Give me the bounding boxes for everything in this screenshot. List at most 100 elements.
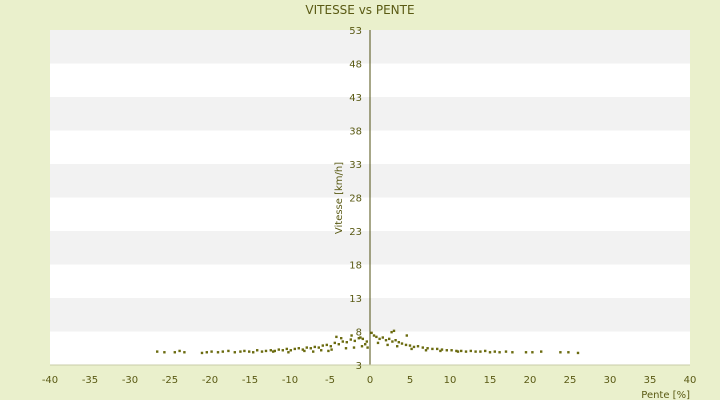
data-point xyxy=(233,351,236,354)
data-point xyxy=(221,350,224,353)
data-point xyxy=(498,351,501,354)
data-point xyxy=(293,347,296,351)
data-point xyxy=(455,349,458,353)
data-point xyxy=(388,337,391,341)
data-point xyxy=(210,350,213,353)
data-point xyxy=(375,335,378,339)
data-point xyxy=(301,348,304,351)
axes xyxy=(50,30,690,366)
data-point xyxy=(474,350,477,353)
data-point xyxy=(305,346,308,349)
data-point xyxy=(359,336,362,339)
x-tick-label: 5 xyxy=(407,375,413,386)
y-tick-label: 3 xyxy=(356,361,362,372)
data-point xyxy=(416,345,420,348)
data-point xyxy=(390,330,393,334)
data-point xyxy=(335,335,338,339)
data-point xyxy=(357,337,360,340)
data-point xyxy=(493,350,496,353)
data-point xyxy=(439,349,442,353)
x-tick-label: 15 xyxy=(484,375,497,386)
data-point xyxy=(386,343,389,347)
data-point xyxy=(378,337,381,341)
y-tick-label: 8 xyxy=(356,328,362,339)
data-point xyxy=(376,341,380,345)
y-tick-label: 28 xyxy=(349,194,362,205)
x-tick-label: 35 xyxy=(644,375,657,386)
data-point xyxy=(445,349,448,352)
data-point xyxy=(405,334,408,337)
data-point xyxy=(394,339,397,342)
data-point xyxy=(320,349,323,352)
data-point xyxy=(567,351,570,354)
data-point xyxy=(312,350,315,353)
y-tick-label: 43 xyxy=(349,93,362,104)
data-point xyxy=(273,349,276,353)
data-point xyxy=(366,346,369,349)
data-point xyxy=(484,349,487,353)
tick-labels: -40 -35 -30 -25 -20 -15 -10 -5 0 5 10 15 20 25 30 35 40 3… xyxy=(42,26,697,386)
data-point xyxy=(287,351,290,354)
data-point xyxy=(352,346,356,349)
data-point xyxy=(479,350,482,353)
data-point xyxy=(350,334,353,337)
data-point xyxy=(297,347,300,350)
x-tick-label: -35 xyxy=(82,375,98,386)
data-point xyxy=(345,341,348,344)
data-point xyxy=(410,347,413,351)
data-point xyxy=(277,348,280,351)
y-tick-label: 48 xyxy=(349,60,362,71)
data-point xyxy=(524,351,528,354)
data-point xyxy=(227,349,230,353)
data-point xyxy=(337,343,340,346)
data-point xyxy=(156,350,159,353)
x-tick-label: -40 xyxy=(42,375,58,386)
data-point xyxy=(408,344,412,347)
data-point xyxy=(469,349,472,353)
y-tick-label: 18 xyxy=(349,261,362,272)
data-point xyxy=(289,349,292,352)
data-point xyxy=(248,350,251,353)
data-point xyxy=(504,350,508,353)
data-point xyxy=(391,340,394,343)
data-point xyxy=(330,348,333,351)
data-point xyxy=(412,345,416,349)
x-tick-label: 0 xyxy=(367,375,373,386)
data-point xyxy=(349,338,352,341)
data-point xyxy=(436,347,439,351)
data-point xyxy=(372,334,376,337)
data-point xyxy=(243,349,246,353)
data-point xyxy=(341,340,344,343)
data-point xyxy=(272,350,275,353)
data-point xyxy=(313,345,316,349)
x-tick-label: 30 xyxy=(604,375,617,386)
data-point xyxy=(365,340,368,343)
data-point xyxy=(216,351,220,354)
data-point xyxy=(397,341,400,344)
x-axis-label: Pente [%] xyxy=(641,390,690,400)
x-tick-label: 20 xyxy=(524,375,537,386)
data-point xyxy=(329,345,332,348)
data-point xyxy=(200,351,204,355)
data-point xyxy=(317,346,320,349)
data-point xyxy=(440,348,444,351)
data-point xyxy=(360,345,364,348)
y-axis-label: Vitesse [km/h] xyxy=(334,162,345,234)
data-point xyxy=(205,351,208,354)
data-point xyxy=(183,351,186,354)
data-point xyxy=(384,339,388,342)
chart-title: VITESSE vs PENTE xyxy=(305,3,414,17)
data-point xyxy=(396,345,399,348)
y-tick-label: 23 xyxy=(349,227,362,238)
y-tick-label: 38 xyxy=(349,127,362,138)
data-point xyxy=(364,343,367,346)
data-point xyxy=(381,336,384,339)
data-point xyxy=(392,329,396,333)
data-point xyxy=(421,346,424,349)
data-point xyxy=(321,344,324,347)
x-tick-label: -10 xyxy=(282,375,298,386)
x-tick-label: -30 xyxy=(122,375,138,386)
data-point xyxy=(559,351,562,354)
data-point xyxy=(269,349,272,352)
